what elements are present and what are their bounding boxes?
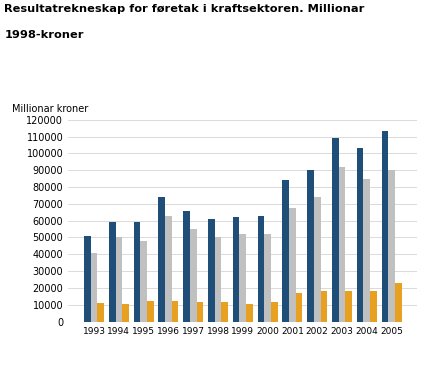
Text: Resultatrekneskap for føretak i kraftsektoren. Millionar: Resultatrekneskap for føretak i kraftsek…	[4, 4, 365, 14]
Bar	[296, 293, 302, 322]
Bar	[172, 301, 178, 322]
Bar	[345, 291, 352, 322]
Bar	[388, 170, 395, 322]
Text: 1998-kroner: 1998-kroner	[4, 30, 84, 40]
Bar	[357, 148, 363, 322]
Bar	[282, 180, 289, 322]
Bar	[314, 197, 320, 322]
Bar	[190, 229, 196, 322]
Bar	[382, 131, 388, 322]
Bar	[215, 237, 222, 322]
Bar	[289, 208, 296, 322]
Bar	[246, 304, 253, 322]
Bar	[332, 138, 339, 322]
Bar	[233, 217, 239, 322]
Bar	[165, 215, 172, 322]
Bar	[370, 291, 377, 322]
Bar	[258, 215, 264, 322]
Bar	[363, 178, 370, 322]
Bar	[339, 167, 345, 322]
Bar	[208, 219, 215, 322]
Bar	[222, 302, 228, 322]
Bar	[134, 222, 140, 322]
Bar	[84, 236, 91, 322]
Bar	[239, 234, 246, 322]
Bar	[307, 170, 314, 322]
Bar	[122, 304, 129, 322]
Bar	[183, 211, 190, 322]
Bar	[158, 197, 165, 322]
Text: Millionar kroner: Millionar kroner	[12, 104, 89, 114]
Legend: Driftsinntekter, Driftsutgifter, Driftsresultat: Driftsinntekter, Driftsutgifter, Driftsr…	[95, 371, 390, 374]
Bar	[320, 291, 327, 322]
Bar	[91, 253, 98, 322]
Bar	[271, 302, 278, 322]
Bar	[147, 301, 154, 322]
Bar	[98, 303, 104, 322]
Bar	[115, 237, 122, 322]
Bar	[109, 221, 115, 322]
Bar	[196, 302, 203, 322]
Bar	[395, 283, 402, 322]
Bar	[140, 241, 147, 322]
Bar	[264, 234, 271, 322]
